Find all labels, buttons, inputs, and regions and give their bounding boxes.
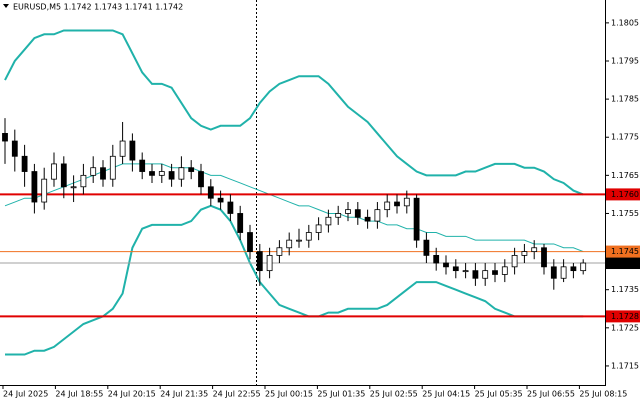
y-tick-label: 1.1725	[611, 323, 639, 332]
candle-body	[374, 209, 381, 222]
y-tick-label: 1.1715	[611, 361, 639, 370]
candle-body	[423, 239, 430, 256]
candle-body	[394, 201, 400, 207]
candle-body	[345, 209, 351, 214]
candle-body	[21, 155, 28, 172]
candle-body	[70, 186, 77, 189]
candle-body	[149, 171, 155, 176]
candle-body	[158, 171, 165, 176]
x-tick-label: 25 Jul 05:35	[475, 390, 523, 399]
level-line-label: 1.1745	[611, 247, 639, 256]
chart-title: EURUSD,M5 1.1742 1.1743 1.1741 1.1742	[13, 3, 183, 12]
candle-body	[139, 159, 146, 172]
level-line-label: 1.1728	[611, 312, 639, 321]
x-tick-label: 24 Jul 18:55	[55, 390, 103, 399]
last-price-line-tag	[606, 257, 640, 270]
candle-body	[198, 171, 204, 188]
x-tick-label: 25 Jul 06:55	[527, 390, 575, 399]
y-tick-label: 1.1755	[611, 209, 639, 218]
x-tick-label: 24 Jul 2025	[3, 390, 48, 399]
candle-body	[276, 247, 283, 256]
candle-body	[31, 171, 38, 203]
level-line-tag	[606, 310, 640, 323]
candle-body	[433, 254, 440, 264]
candle-body	[315, 224, 322, 233]
candle-body	[188, 167, 195, 172]
candle-body	[100, 167, 106, 180]
candle-body	[296, 239, 302, 242]
candle-body	[364, 216, 371, 222]
candle-body	[237, 213, 244, 233]
candle-body	[51, 163, 57, 180]
y-tick-label: 1.1795	[611, 56, 639, 65]
x-tick-label: 25 Jul 04:15	[422, 390, 470, 399]
bollinger-band	[4, 29, 584, 196]
candle-body	[511, 254, 518, 268]
candle-body	[560, 266, 567, 279]
candle-body	[570, 266, 577, 272]
candle-body	[452, 266, 459, 272]
x-tick-label: 25 Jul 08:15	[579, 390, 627, 399]
candle-body	[90, 167, 97, 176]
level-line-label: 1.1760	[611, 190, 639, 199]
candle-body	[207, 186, 214, 199]
candle-body	[247, 232, 253, 252]
x-tick-label: 25 Jul 01:35	[317, 390, 365, 399]
candle-body	[286, 239, 293, 249]
candle-body	[413, 197, 420, 241]
candle-body	[80, 174, 87, 188]
candle-body	[443, 262, 449, 268]
last-price-line-label: 1.1742	[611, 259, 639, 268]
candle-body	[550, 266, 557, 279]
candle-body	[403, 197, 410, 207]
y-tick-label: 1.1775	[611, 133, 639, 142]
x-tick-label: 24 Jul 21:35	[160, 390, 208, 399]
candle-body	[325, 216, 332, 226]
candle-body	[580, 262, 587, 272]
candle-body	[227, 201, 234, 214]
x-tick-label: 25 Jul 02:55	[370, 390, 418, 399]
candle-body	[541, 247, 547, 268]
candle-body	[60, 163, 67, 188]
y-tick-label: 1.1735	[611, 285, 639, 294]
candle-body	[462, 270, 469, 273]
candle-body	[354, 209, 361, 218]
candle-body	[11, 140, 18, 157]
candle-body	[41, 178, 48, 203]
candle-body	[531, 247, 538, 252]
candle-body	[217, 197, 224, 203]
level-line-tag	[606, 188, 640, 201]
candle-body	[305, 232, 312, 241]
x-tick-label: 24 Jul 22:55	[213, 390, 261, 399]
y-tick-label: 1.1805	[611, 18, 639, 27]
candle-body	[501, 266, 508, 275]
y-tick-label: 1.1785	[611, 95, 639, 104]
candle-body	[266, 254, 273, 272]
candle-body	[384, 201, 391, 211]
candle-body	[256, 251, 263, 272]
candle-body	[472, 270, 479, 279]
x-tick-label: 24 Jul 20:15	[108, 390, 156, 399]
candle-body	[482, 270, 489, 279]
candle-body	[521, 251, 528, 256]
menu-icon	[3, 4, 9, 8]
candle-body	[492, 270, 498, 275]
x-tick-label: 25 Jul 00:15	[265, 390, 313, 399]
candle-body	[119, 140, 126, 157]
y-tick-label: 1.1765	[611, 171, 639, 180]
candle-body	[335, 213, 342, 218]
candle-body	[109, 155, 116, 180]
candle-body	[178, 167, 185, 180]
candle-body	[168, 171, 175, 180]
level-line-tag	[606, 245, 640, 258]
candle-body	[129, 140, 136, 161]
candle-body	[2, 133, 8, 142]
